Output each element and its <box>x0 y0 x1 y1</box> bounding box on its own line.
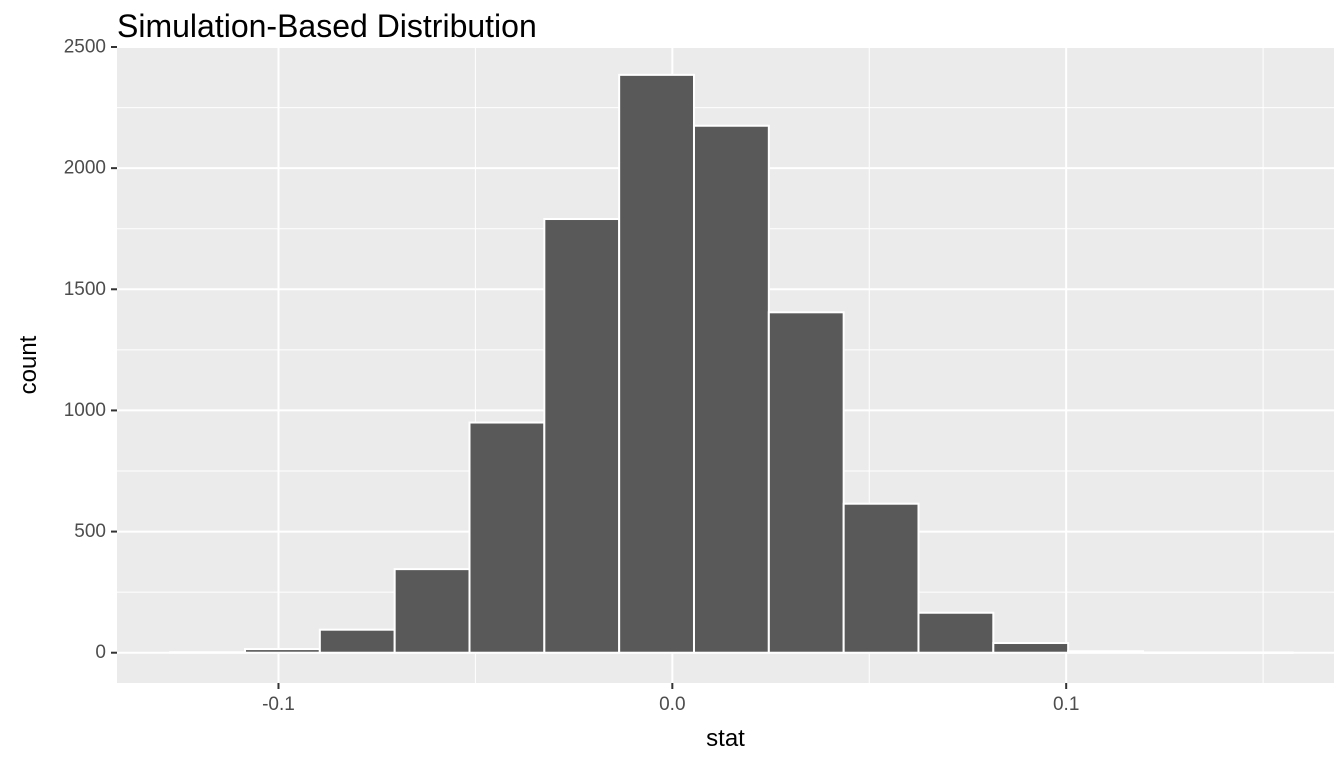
histogram-bar-12 <box>1067 650 1144 654</box>
y-axis: 0 500 1000 1500 2000 2500 <box>64 37 117 663</box>
histogram-bar-0 <box>169 651 247 654</box>
chart-title: Simulation-Based Distribution <box>117 8 537 44</box>
histogram-bar-11 <box>992 642 1070 654</box>
y-tick-label: 500 <box>74 521 106 542</box>
y-tick-label: 0 <box>95 642 106 663</box>
histogram-bar-4 <box>468 421 546 654</box>
histogram-bars <box>169 73 1294 654</box>
x-tick-label: 0.1 <box>1053 694 1079 715</box>
x-axis-title: stat <box>706 725 745 752</box>
histogram-bar-7 <box>692 124 770 654</box>
y-tick-label: 1000 <box>64 400 106 421</box>
histogram-bar-5 <box>543 218 621 654</box>
x-tick-label: -0.1 <box>262 694 295 715</box>
histogram-bar-6 <box>618 73 695 654</box>
x-axis: -0.1 0.0 0.1 <box>262 683 1079 715</box>
x-tick-label: 0.0 <box>659 694 685 715</box>
y-tick-label: 2500 <box>64 37 106 58</box>
y-axis-title: count <box>15 335 42 394</box>
histogram-bar-9 <box>842 502 920 654</box>
histogram-bar-3 <box>393 568 471 654</box>
y-tick-label: 1500 <box>64 279 106 300</box>
histogram-bar-10 <box>917 611 995 654</box>
histogram-bar-1 <box>244 648 321 654</box>
histogram-bar-8 <box>767 311 845 654</box>
histogram-bar-2 <box>318 628 396 654</box>
y-tick-label: 2000 <box>64 158 106 179</box>
histogram-bar-14 <box>1216 651 1294 654</box>
histogram-bar-13 <box>1141 651 1219 654</box>
